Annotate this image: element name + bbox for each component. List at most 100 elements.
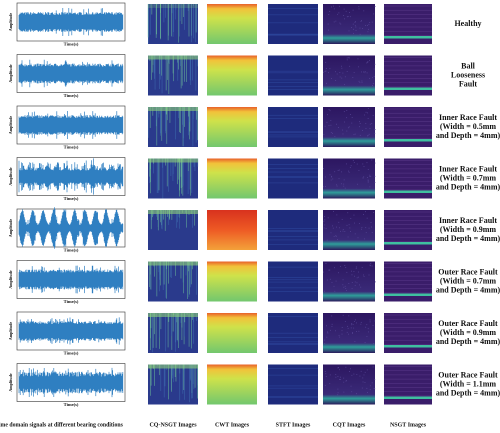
cqt-speck — [356, 163, 358, 165]
cqt-speck — [331, 176, 333, 178]
cqt-speck — [356, 374, 358, 375]
cqt-speck — [355, 30, 357, 31]
cqt-speck — [369, 385, 371, 387]
cqt-speck — [335, 330, 337, 332]
cqt-speck — [361, 71, 363, 73]
cwt-image — [207, 158, 257, 199]
signal-waveform — [18, 207, 124, 249]
cqt-speck — [363, 166, 365, 168]
cqt-speck — [350, 27, 352, 28]
cqt-speck — [356, 282, 358, 284]
y-axis-label: Amplitude — [8, 373, 13, 391]
cqt-speck — [342, 279, 344, 281]
cqt-speck — [373, 212, 374, 213]
nsgt-band — [384, 190, 432, 193]
stft-image — [268, 55, 318, 96]
cqt-speck — [344, 121, 345, 123]
nsgt-band — [384, 36, 432, 39]
cqt-speck — [333, 285, 335, 287]
cqt-speck — [356, 331, 357, 332]
cqt-speck — [372, 325, 374, 326]
cqt-speck — [335, 80, 337, 81]
cqt-speck — [351, 274, 353, 276]
cqt-speck — [367, 180, 369, 182]
cqt-speck — [368, 133, 370, 135]
cqt-speck — [337, 392, 339, 394]
cqt-speck — [367, 181, 369, 183]
cqt-speck — [371, 232, 373, 234]
cqt-speck — [358, 330, 360, 332]
cqt-speck — [335, 235, 337, 237]
cqt-speck — [329, 374, 331, 376]
x-axis-label: Time(s) — [64, 93, 79, 98]
cqt-speck — [363, 213, 364, 215]
cqt-speck — [357, 58, 359, 60]
cqt-speck — [343, 286, 345, 288]
y-axis-label: Amplitude — [8, 270, 13, 288]
cqt-speck — [369, 77, 371, 79]
cqt-speck — [336, 184, 337, 186]
cqt-speck — [343, 8, 345, 10]
condition-label: (Width = 0.5mm — [440, 122, 497, 131]
cqt-speck — [372, 115, 374, 117]
cqt-speck — [366, 217, 368, 219]
cqt-speck — [373, 68, 375, 70]
nsgt-band — [384, 242, 432, 245]
cqt-speck — [358, 271, 359, 273]
cqt-speck — [367, 112, 369, 114]
cqt-speck — [346, 16, 348, 18]
cqt-speck — [347, 16, 349, 17]
cqt-speck — [329, 10, 331, 12]
cqt-speck — [326, 279, 328, 281]
cqt-speck — [346, 71, 348, 72]
cqt-speck — [332, 178, 334, 180]
cqt-speck — [359, 33, 361, 35]
cqt-speck — [346, 290, 347, 291]
cqt-speck — [374, 162, 376, 164]
condition-label: Outer Race Fault — [438, 267, 498, 276]
cqt-speck — [369, 264, 371, 266]
cqt-speck — [348, 57, 350, 59]
cqt-speck — [326, 239, 328, 241]
cqt-speck — [336, 214, 338, 216]
cqt-speck — [360, 321, 362, 323]
cqt-speck — [369, 319, 371, 321]
cqt-speck — [325, 61, 327, 63]
cq-nsgt-image — [148, 210, 198, 250]
cqt-speck — [345, 288, 347, 289]
stft-image — [268, 261, 318, 302]
cqt-speck — [358, 80, 360, 82]
condition-label: (Width = 0.7mm — [440, 173, 497, 182]
cqt-speck — [368, 28, 369, 30]
cqt-speck — [358, 6, 360, 8]
cqt-speck — [341, 65, 342, 67]
cqt-speck — [372, 77, 373, 79]
cqt-image — [323, 158, 375, 199]
cqt-speck — [354, 222, 356, 224]
cqt-speck — [358, 223, 360, 224]
cqt-speck — [353, 134, 355, 136]
cqt-speck — [339, 22, 341, 24]
cqt-speck — [368, 23, 370, 25]
cqt-speck — [353, 271, 355, 272]
cqt-speck — [350, 327, 352, 329]
cqt-speck — [330, 232, 332, 234]
cqt-speck — [360, 370, 362, 372]
cqt-speck — [374, 132, 376, 134]
cqt-speck — [362, 28, 364, 29]
cqt-speck — [345, 267, 347, 268]
cqt-speck — [366, 62, 368, 64]
condition-label: and Depth = 4mm) — [436, 234, 500, 243]
cqt-speck — [342, 229, 344, 230]
cqt-speck — [351, 324, 352, 326]
stft-image — [268, 4, 318, 44]
cqt-speck — [370, 263, 372, 264]
cqt-speck — [324, 219, 326, 221]
cqt-speck — [327, 332, 329, 334]
cq-nsgt-top — [148, 55, 198, 60]
stft-image — [268, 364, 318, 405]
cqt-speck — [328, 14, 330, 15]
cqt-speck — [372, 83, 374, 84]
cqt-speck — [340, 379, 342, 381]
